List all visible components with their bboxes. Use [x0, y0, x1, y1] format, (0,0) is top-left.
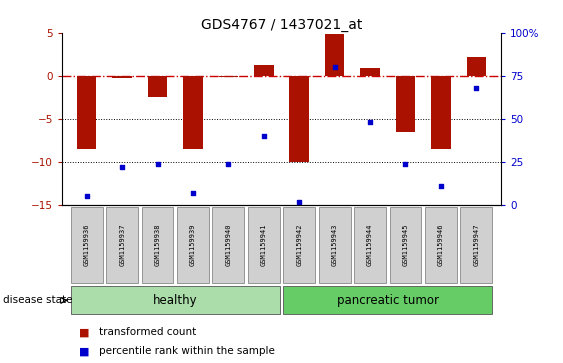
Bar [71, 207, 102, 284]
Text: GSM1159938: GSM1159938 [155, 224, 160, 266]
Text: ■: ■ [79, 346, 93, 356]
Text: GSM1159936: GSM1159936 [84, 224, 90, 266]
Bar [142, 207, 173, 284]
Text: ■: ■ [79, 327, 93, 337]
Bar [183, 76, 203, 149]
Point [401, 161, 410, 167]
Bar [396, 76, 415, 132]
Bar [77, 76, 96, 149]
Point [82, 193, 91, 199]
Point [294, 199, 303, 204]
Point [224, 161, 233, 167]
Bar [289, 76, 309, 162]
Title: GDS4767 / 1437021_at: GDS4767 / 1437021_at [201, 18, 362, 32]
Bar [218, 76, 238, 77]
Bar [425, 207, 457, 284]
Bar [212, 207, 244, 284]
Bar [360, 68, 380, 76]
Bar [148, 76, 167, 97]
Text: GSM1159942: GSM1159942 [296, 224, 302, 266]
Point [153, 161, 162, 167]
Bar [254, 65, 274, 76]
Bar [113, 76, 132, 78]
Text: GSM1159937: GSM1159937 [119, 224, 125, 266]
Point [189, 190, 198, 196]
Bar [461, 207, 492, 284]
Bar [325, 34, 345, 76]
Text: disease state: disease state [3, 295, 72, 305]
Text: GSM1159941: GSM1159941 [261, 224, 267, 266]
Text: pancreatic tumor: pancreatic tumor [337, 294, 439, 307]
Text: GSM1159945: GSM1159945 [403, 224, 408, 266]
Text: GSM1159944: GSM1159944 [367, 224, 373, 266]
Point [118, 164, 127, 170]
Bar [390, 207, 421, 284]
Point [472, 85, 481, 91]
Text: GSM1159947: GSM1159947 [473, 224, 479, 266]
Bar [354, 207, 386, 284]
Bar [71, 286, 280, 314]
Text: transformed count: transformed count [99, 327, 196, 337]
Bar [319, 207, 351, 284]
Text: healthy: healthy [153, 294, 198, 307]
Bar [431, 76, 450, 149]
Point [436, 183, 445, 189]
Text: GSM1159946: GSM1159946 [438, 224, 444, 266]
Text: percentile rank within the sample: percentile rank within the sample [99, 346, 274, 356]
Point [260, 133, 269, 139]
Bar [283, 207, 315, 284]
Text: GSM1159943: GSM1159943 [332, 224, 338, 266]
Text: GSM1159940: GSM1159940 [225, 224, 231, 266]
Text: GSM1159939: GSM1159939 [190, 224, 196, 266]
Bar [106, 207, 138, 284]
Point [365, 119, 374, 125]
Bar [177, 207, 209, 284]
Bar [467, 57, 486, 76]
Point [330, 64, 339, 70]
Bar [283, 286, 492, 314]
Bar [248, 207, 280, 284]
